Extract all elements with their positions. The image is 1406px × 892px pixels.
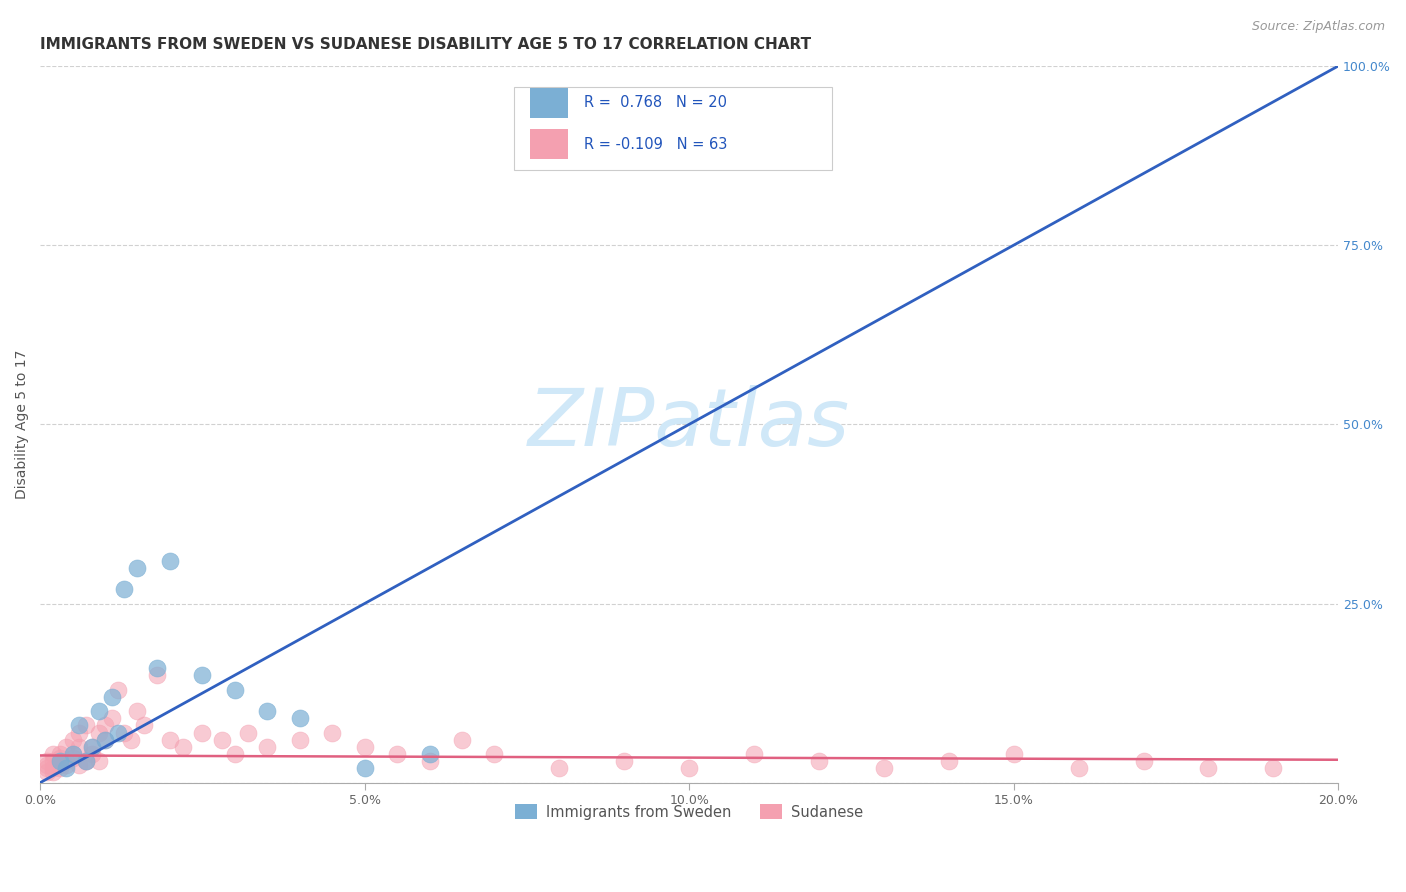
Point [127, 704, 149, 718]
Point [62, 750, 84, 764]
Point [42, 761, 65, 775]
Point [1132, 754, 1154, 768]
Point [678, 761, 700, 775]
Point [146, 661, 169, 675]
Point [1002, 747, 1025, 761]
Point [742, 747, 765, 761]
Point [1067, 761, 1090, 775]
Point [55, 739, 77, 754]
Point [288, 732, 311, 747]
Point [938, 754, 960, 768]
Point [288, 711, 311, 725]
Point [107, 682, 129, 697]
Point [132, 718, 155, 732]
Point [808, 754, 831, 768]
Point [87, 754, 110, 768]
Point [873, 761, 896, 775]
Point [353, 761, 375, 775]
Point [100, 711, 122, 725]
Point [1263, 761, 1285, 775]
FancyBboxPatch shape [515, 87, 832, 169]
Point [48, 761, 70, 775]
Point [211, 732, 233, 747]
Point [55, 761, 77, 775]
Point [67, 739, 90, 754]
Point [419, 754, 441, 768]
Point [120, 732, 142, 747]
Point [159, 553, 181, 567]
Y-axis label: Disability Age 5 to 17: Disability Age 5 to 17 [15, 350, 30, 499]
Point [236, 725, 259, 739]
Point [224, 682, 246, 697]
Point [75, 754, 97, 768]
Point [114, 725, 136, 739]
Point [75, 754, 97, 768]
Point [42, 747, 65, 761]
Point [94, 732, 117, 747]
Point [48, 757, 70, 772]
Point [35, 757, 58, 772]
Point [191, 725, 214, 739]
Text: Source: ZipAtlas.com: Source: ZipAtlas.com [1251, 20, 1385, 33]
Text: ZIPatlas: ZIPatlas [529, 385, 851, 463]
Point [256, 739, 278, 754]
Point [67, 725, 90, 739]
Point [67, 718, 90, 732]
Point [55, 757, 77, 772]
Point [107, 725, 129, 739]
Point [62, 732, 84, 747]
Point [75, 718, 97, 732]
Point [42, 754, 65, 768]
Point [80, 739, 103, 754]
Point [94, 732, 117, 747]
Point [451, 732, 474, 747]
Point [548, 761, 571, 775]
Point [127, 560, 149, 574]
Point [353, 739, 375, 754]
Point [55, 754, 77, 768]
Point [87, 725, 110, 739]
Text: IMMIGRANTS FROM SWEDEN VS SUDANESE DISABILITY AGE 5 TO 17 CORRELATION CHART: IMMIGRANTS FROM SWEDEN VS SUDANESE DISAB… [41, 37, 811, 53]
Point [67, 757, 90, 772]
Point [419, 747, 441, 761]
Point [48, 750, 70, 764]
Point [48, 754, 70, 768]
Point [159, 732, 181, 747]
Point [35, 764, 58, 779]
Point [80, 739, 103, 754]
Point [62, 747, 84, 761]
Point [35, 761, 58, 775]
Text: R =  0.768   N = 20: R = 0.768 N = 20 [583, 95, 727, 111]
Point [385, 747, 408, 761]
Point [62, 747, 84, 761]
Point [94, 718, 117, 732]
Bar [530, 87, 568, 118]
Text: R = -0.109   N = 63: R = -0.109 N = 63 [583, 136, 727, 152]
Point [256, 704, 278, 718]
Point [321, 725, 343, 739]
Point [114, 582, 136, 597]
Point [224, 747, 246, 761]
Legend: Immigrants from Sweden, Sudanese: Immigrants from Sweden, Sudanese [509, 798, 869, 826]
Point [48, 747, 70, 761]
Point [613, 754, 636, 768]
Point [191, 668, 214, 682]
Point [146, 668, 169, 682]
Point [172, 739, 194, 754]
Point [80, 747, 103, 761]
Point [42, 764, 65, 779]
Point [75, 754, 97, 768]
Point [35, 754, 58, 768]
Point [100, 690, 122, 704]
Point [484, 747, 506, 761]
Point [1197, 761, 1219, 775]
Bar [530, 129, 568, 159]
Point [87, 704, 110, 718]
